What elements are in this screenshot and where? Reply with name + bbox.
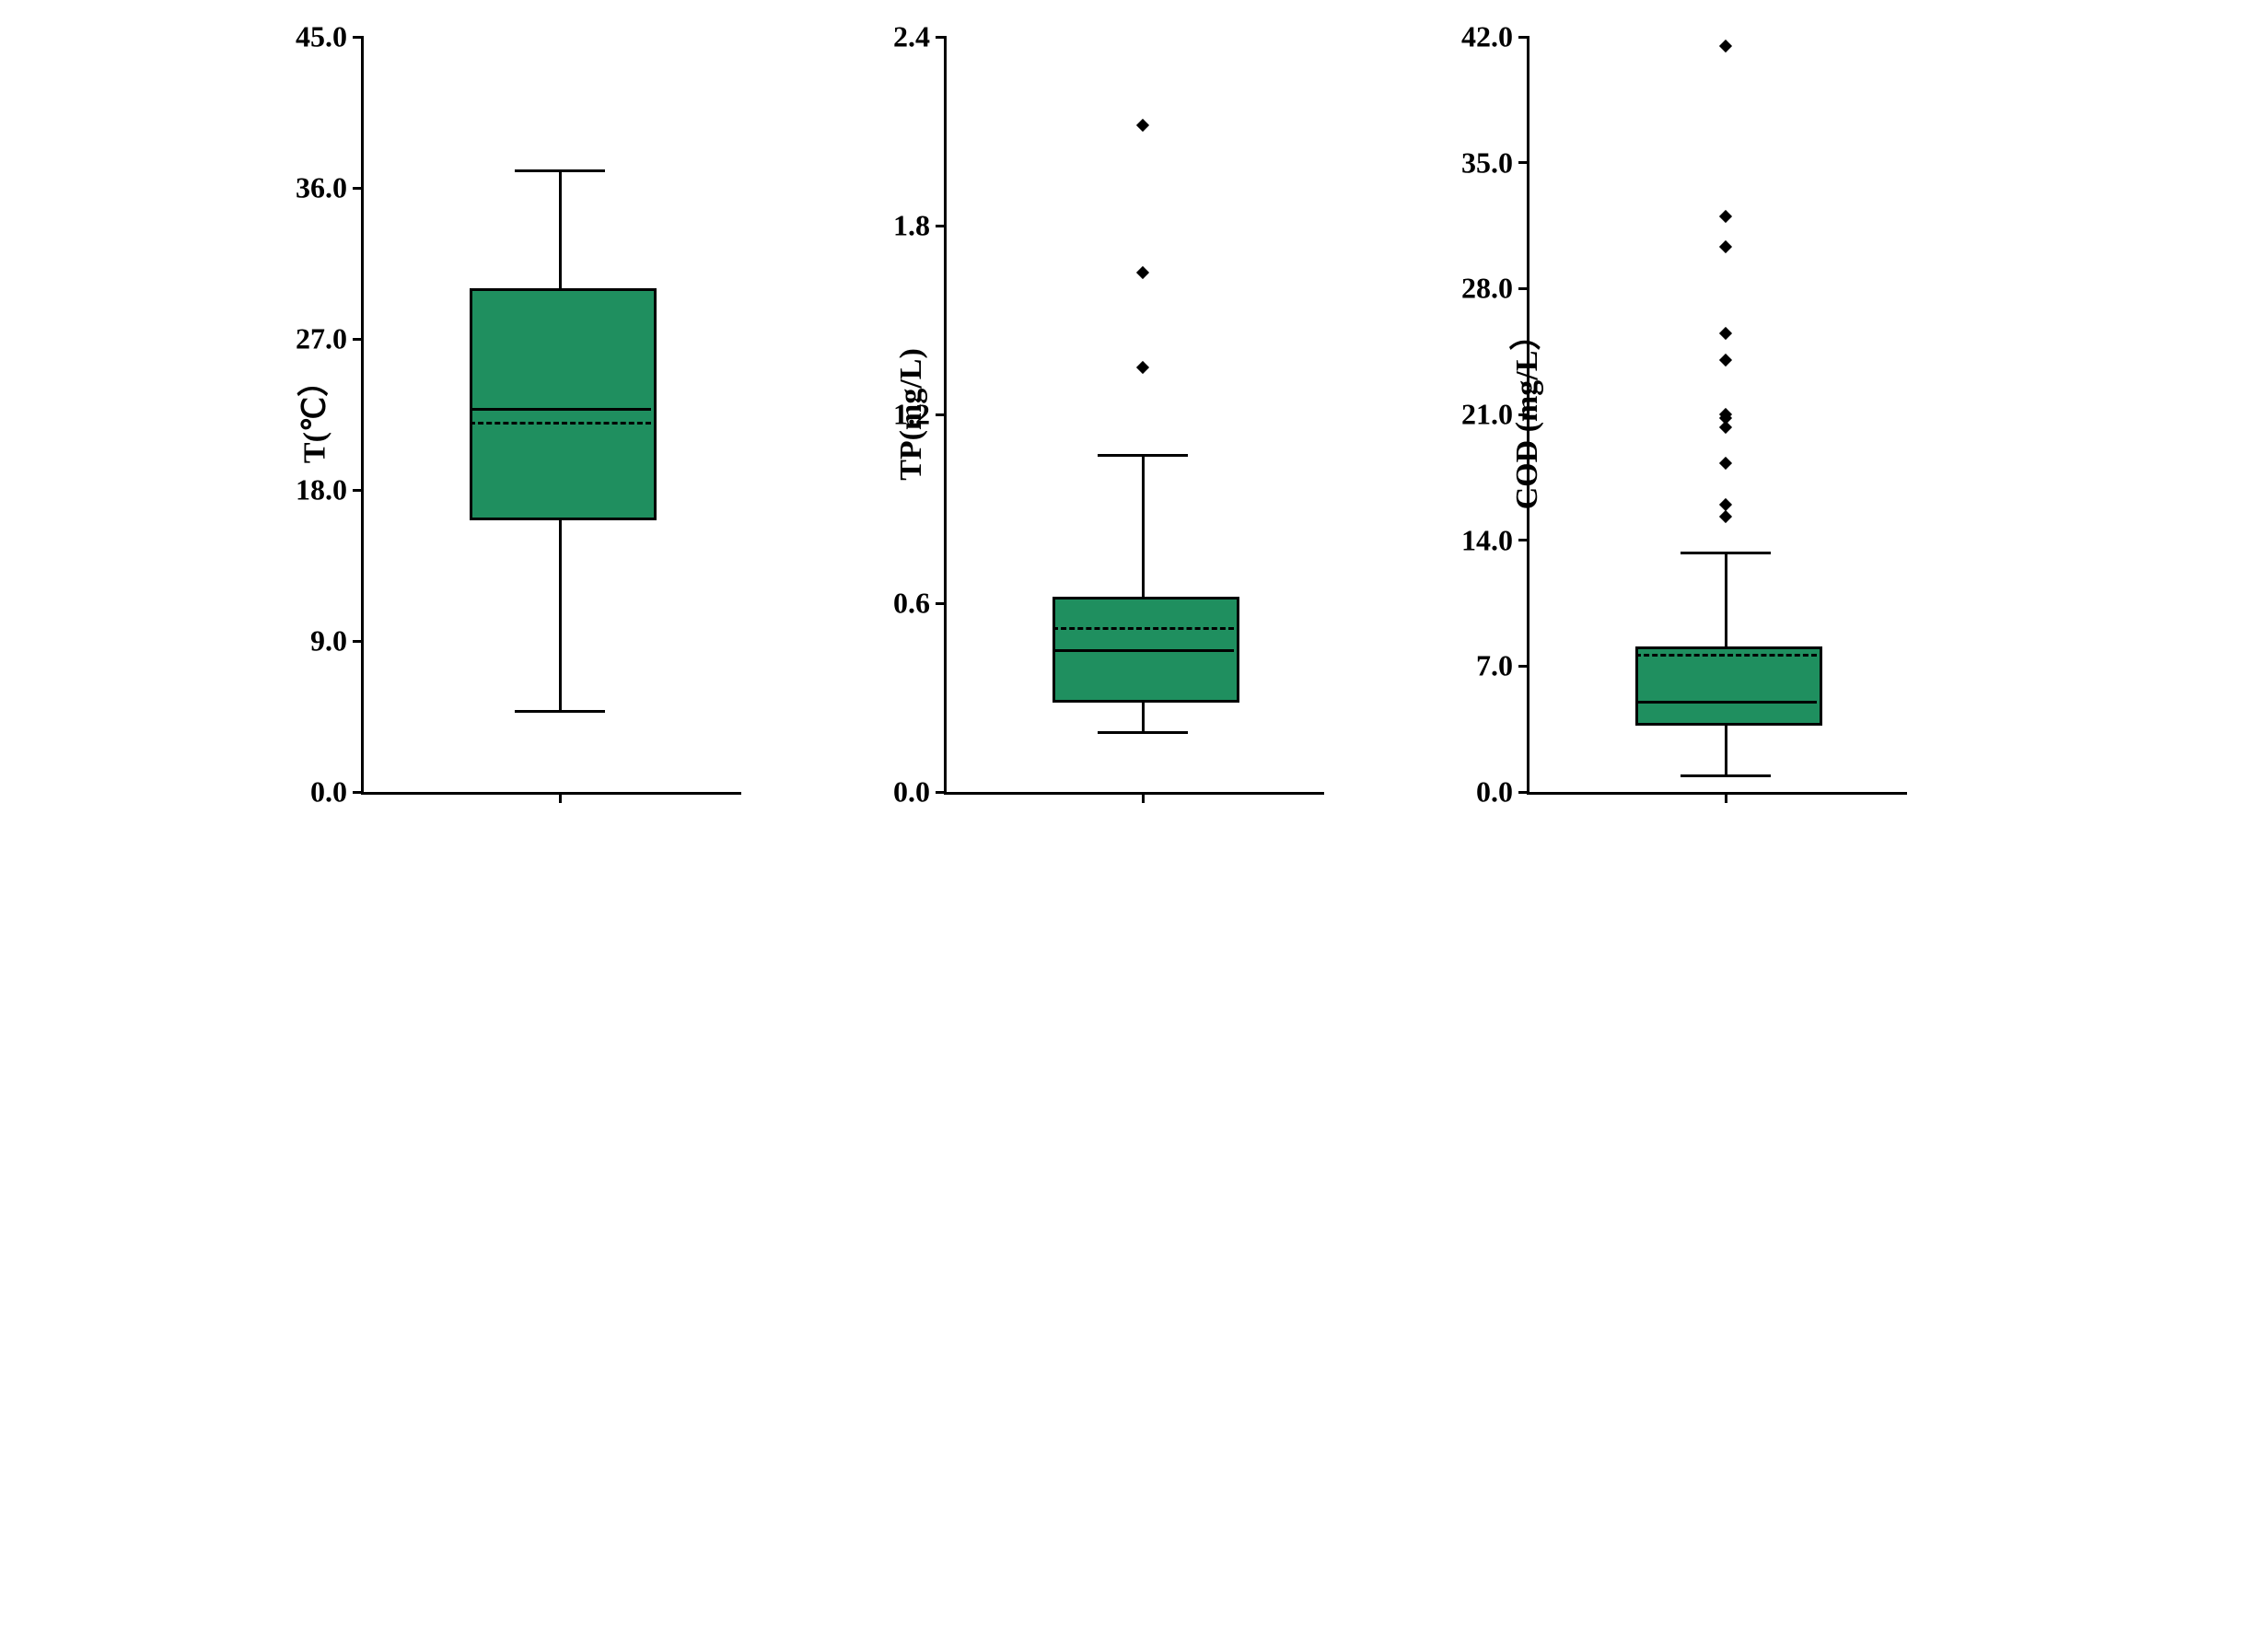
outlier-marker [1719, 457, 1732, 470]
whisker [559, 171, 562, 289]
ytick-label: 0.0 [310, 775, 364, 809]
ytick-label: 1.8 [893, 209, 947, 243]
outlier-marker [1719, 210, 1732, 223]
y-axis-label: TP(mg/L) [894, 348, 929, 481]
y-axis-label: COD (mg/L） [1501, 320, 1546, 510]
ytick-label: 45.0 [296, 20, 364, 54]
whisker [1725, 553, 1727, 646]
boxplot-panel-tp: 0.00.61.21.82.4TP(mg/L) [944, 37, 1324, 795]
median-line [1635, 701, 1817, 704]
outlier-marker [1136, 266, 1149, 279]
ytick-label: 42.0 [1461, 20, 1529, 54]
ytick-label: 27.0 [296, 322, 364, 356]
outlier-marker [1136, 119, 1149, 132]
outlier-marker [1719, 40, 1732, 52]
xtick [1725, 792, 1727, 803]
outlier-marker [1719, 510, 1732, 523]
whisker-cap [1681, 552, 1771, 554]
boxplot-panel-cod: 0.07.014.021.028.035.042.0COD (mg/L） [1527, 37, 1907, 795]
xtick [559, 792, 562, 803]
ytick-label: 18.0 [296, 473, 364, 507]
ytick-label: 35.0 [1461, 145, 1529, 180]
ytick-label: 7.0 [1476, 649, 1529, 683]
ytick-label: 9.0 [310, 624, 364, 658]
outlier-marker [1719, 498, 1732, 511]
median-line [470, 408, 651, 411]
whisker-cap [1681, 774, 1771, 777]
median-line [1053, 649, 1234, 652]
iqr-box [470, 288, 657, 520]
mean-line [1635, 654, 1817, 657]
whisker-cap [1098, 731, 1188, 734]
whisker [1725, 720, 1727, 776]
plot-area: 0.00.61.21.82.4TP(mg/L) [944, 37, 1324, 795]
plot-area: 0.07.014.021.028.035.042.0COD (mg/L） [1527, 37, 1907, 795]
mean-line [1053, 627, 1234, 630]
ytick-label: 0.6 [893, 587, 947, 621]
whisker [1142, 455, 1145, 597]
boxplot-panel-temperature: 0.09.018.027.036.045.0T(℃） [361, 37, 741, 795]
outlier-marker [1136, 361, 1149, 374]
ytick-label: 0.0 [1476, 775, 1529, 809]
ytick-label: 36.0 [296, 171, 364, 205]
mean-line [470, 422, 651, 425]
whisker [559, 515, 562, 711]
whisker-cap [515, 169, 605, 172]
ytick-label: 14.0 [1461, 523, 1529, 557]
outlier-marker [1719, 327, 1732, 340]
outlier-marker [1719, 240, 1732, 253]
ytick-label: 28.0 [1461, 272, 1529, 306]
ytick-label: 0.0 [893, 775, 947, 809]
ytick-label: 2.4 [893, 20, 947, 54]
xtick [1142, 792, 1145, 803]
y-axis-label: T(℃） [289, 366, 334, 463]
whisker-cap [1098, 454, 1188, 457]
iqr-box [1635, 646, 1822, 726]
whisker-cap [515, 710, 605, 713]
outlier-marker [1719, 354, 1732, 367]
plot-area: 0.09.018.027.036.045.0T(℃） [361, 37, 741, 795]
